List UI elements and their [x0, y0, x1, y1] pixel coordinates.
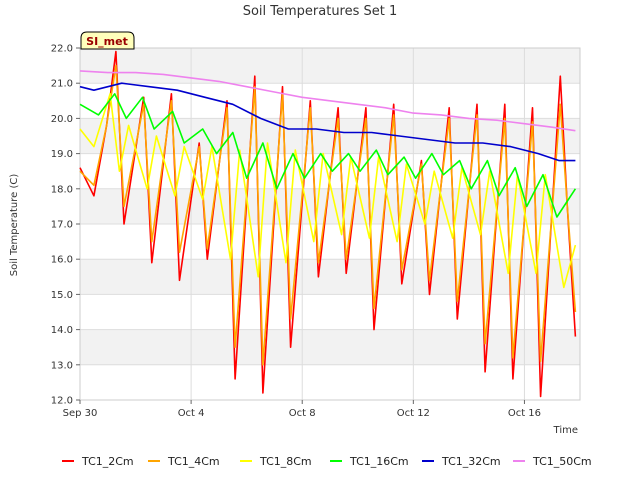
x-tick-label: Sep 30: [63, 408, 98, 419]
legend-label: TC1_50Cm: [532, 455, 592, 468]
legend-label: TC1_16Cm: [349, 455, 409, 468]
y-axis-label: Soil Temperature (C): [9, 174, 20, 277]
legend-item-tc1_32cm: TC1_32Cm: [422, 455, 501, 468]
y-tick-label: 14.0: [51, 325, 73, 336]
legend-label: TC1_4Cm: [167, 455, 220, 468]
y-tick-label: 16.0: [51, 255, 73, 266]
plot-band: [80, 118, 580, 154]
series-line-tc1_32cm: [79, 82, 576, 162]
y-tick-label: 20.0: [51, 114, 73, 125]
plot-band: [80, 259, 580, 295]
legend-item-tc1_16cm: TC1_16Cm: [330, 455, 409, 468]
x-tick-label: Oct 16: [508, 408, 541, 419]
series-line-tc1_50cm: [79, 70, 576, 132]
y-tick-label: 12.0: [51, 396, 73, 407]
legend-label: TC1_2Cm: [81, 455, 134, 468]
legend-item-tc1_8cm: TC1_8Cm: [240, 455, 312, 468]
y-tick-label: 17.0: [51, 220, 73, 231]
legend-label: TC1_8Cm: [259, 455, 312, 468]
plot-band: [80, 329, 580, 365]
x-tick-label: Oct 12: [397, 408, 430, 419]
series-lines: [79, 50, 577, 398]
grid-lines: [79, 47, 581, 401]
series-line-tc1_16cm: [79, 93, 577, 218]
y-tick-label: 19.0: [51, 149, 73, 160]
series-line-tc1_8cm: [79, 93, 577, 289]
legend-item-tc1_50cm: TC1_50Cm: [513, 455, 592, 468]
legend-item-tc1_2cm: TC1_2Cm: [62, 455, 134, 468]
x-axis-label: Time: [553, 425, 578, 436]
x-tick-label: Oct 8: [289, 408, 316, 419]
legend-label: TC1_32Cm: [441, 455, 501, 468]
site-tag-label: SI_met: [86, 35, 128, 48]
y-axis-ticks: 12.0 13.0 14.0 15.0 16.0 17.0 18.0 19.0 20.0 21.0…: [51, 44, 80, 407]
y-tick-label: 13.0: [51, 360, 73, 371]
legend: TC1_2Cm TC1_4Cm TC1_8Cm TC1_16Cm TC1_32Cm TC1…: [62, 455, 592, 468]
y-tick-label: 22.0: [51, 44, 73, 55]
y-tick-label: 18.0: [51, 184, 73, 195]
y-tick-label: 21.0: [51, 79, 73, 90]
legend-item-tc1_4cm: TC1_4Cm: [148, 455, 220, 468]
y-tick-label: 15.0: [51, 290, 73, 301]
series-line-tc1_4cm: [79, 64, 577, 366]
chart-title: Soil Temperatures Set 1: [243, 4, 398, 19]
site-tag: SI_met: [80, 31, 135, 50]
site-tag-box: [80, 31, 135, 50]
x-axis-ticks: Sep 30 Oct 4 Oct 8 Oct 12 Oct 16: [63, 400, 541, 419]
plot-band: [80, 48, 580, 84]
x-tick-label: Oct 4: [178, 408, 205, 419]
